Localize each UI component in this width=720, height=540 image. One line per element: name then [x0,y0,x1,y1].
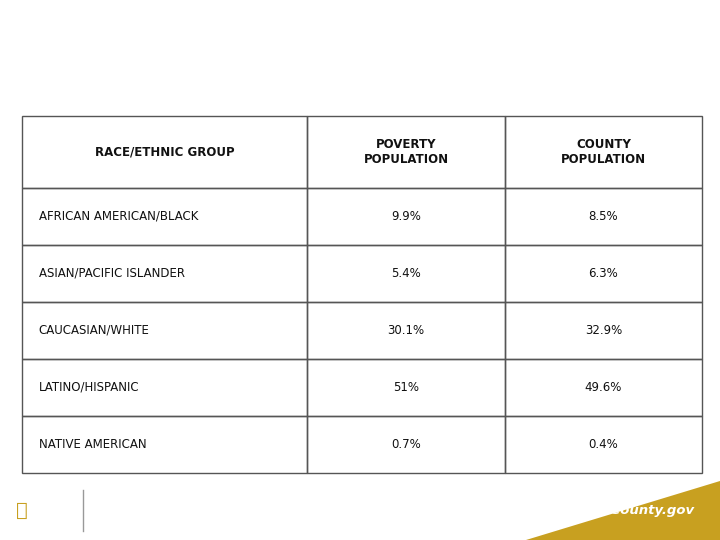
Text: POVERTY
POPULATION: POVERTY POPULATION [364,138,449,166]
Text: COUNTY: COUNTY [27,515,60,521]
Bar [505,116,702,187]
Bar [505,359,702,416]
Text: 32.9%: 32.9% [585,324,622,337]
Text: Medi-Cal/Poverty Population Comparison by: Medi-Cal/Poverty Population Comparison b… [12,22,531,42]
Text: 8.5%: 8.5% [588,210,618,222]
Bar [505,302,702,359]
Text: CAUCASIAN/WHITE: CAUCASIAN/WHITE [39,324,150,337]
Text: 6.3%: 6.3% [588,267,618,280]
Text: RACE/ETHNIC GROUP: RACE/ETHNIC GROUP [94,145,234,158]
Text: NATIVE AMERICAN: NATIVE AMERICAN [39,438,146,451]
Text: Race/Ethnicity: Race/Ethnicity [12,60,181,80]
Text: ⛨: ⛨ [16,501,27,520]
Text: Page 3: Page 3 [679,83,709,92]
Bar [307,116,505,187]
Text: 49.6%: 49.6% [585,381,622,394]
Text: 9.9%: 9.9% [391,210,421,222]
Text: 30.1%: 30.1% [387,324,425,337]
Bar [22,116,307,187]
Bar [307,187,505,245]
Bar [307,245,505,302]
Text: 51%: 51% [393,381,419,394]
Bar [22,359,307,416]
Polygon shape [526,481,720,540]
Bar [505,416,702,473]
Bar [22,416,307,473]
Text: 5.4%: 5.4% [391,267,421,280]
Bar [307,359,505,416]
Text: 0.4%: 0.4% [588,438,618,451]
Text: AFRICAN AMERICAN/BLACK: AFRICAN AMERICAN/BLACK [39,210,198,222]
Text: www.SBCounty.gov: www.SBCounty.gov [551,504,695,517]
Text: ASIAN/PACIFIC ISLANDER: ASIAN/PACIFIC ISLANDER [39,267,185,280]
Text: Behavioral Health: Behavioral Health [97,505,197,515]
Text: COUNTY
POPULATION: COUNTY POPULATION [561,138,646,166]
Text: 0.7%: 0.7% [391,438,421,451]
Bar [505,187,702,245]
Bar [307,302,505,359]
Bar [22,245,307,302]
Bar [307,416,505,473]
Bar [505,245,702,302]
Bar [22,187,307,245]
Bar [22,302,307,359]
Text: LATINO/HISPANIC: LATINO/HISPANIC [39,381,140,394]
